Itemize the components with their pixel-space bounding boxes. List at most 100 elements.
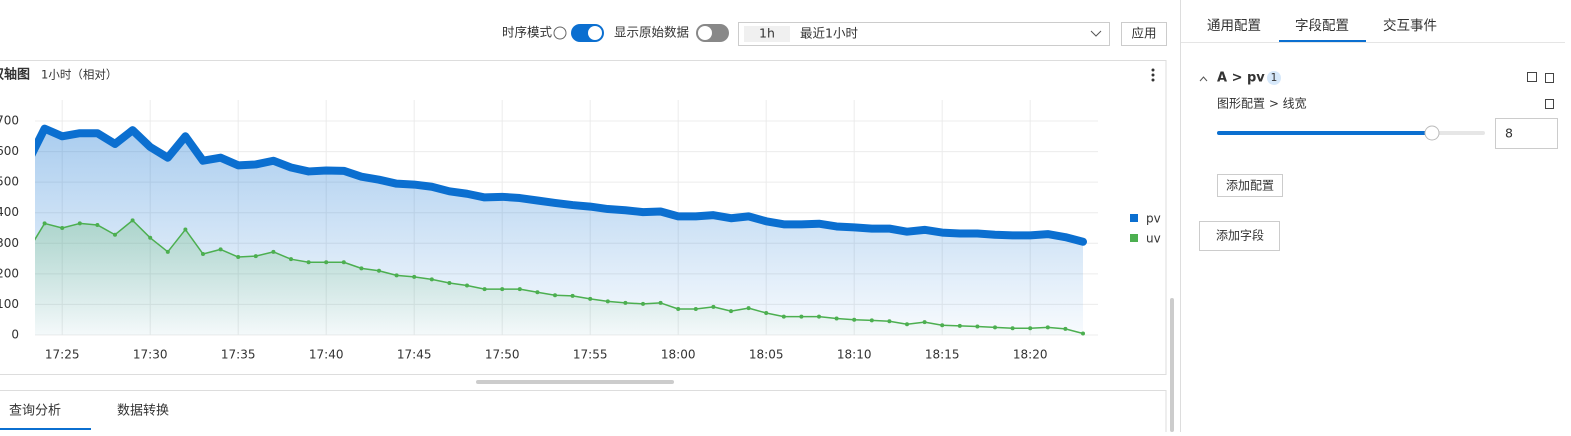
x-tick-label: 17:25: [45, 348, 80, 362]
point: [218, 247, 223, 252]
point: [641, 301, 645, 306]
x-tick-label: 17:40: [309, 348, 344, 362]
point: [799, 314, 804, 319]
x-tick-label: 17:50: [485, 348, 520, 362]
slider-fill: [1217, 131, 1432, 135]
x-tick-label: 18:10: [837, 348, 872, 362]
point: [975, 324, 980, 329]
plot: [35, 124, 1087, 336]
point: [993, 325, 997, 330]
number-input[interactable]: [1495, 118, 1558, 149]
point: [729, 309, 733, 314]
chart: 0 100 200 300 400 500 600 700 17:25 17:30 17:35 17:…: [0, 100, 1161, 362]
button[interactable]: [1217, 174, 1283, 197]
x-tick-label: 18:00: [661, 348, 696, 362]
delete-icon[interactable]: [1545, 73, 1554, 83]
legend-label: uv: [1146, 232, 1161, 246]
menu-icon[interactable]: [1151, 68, 1155, 82]
tab[interactable]: 数据转换: [117, 404, 169, 419]
chip-text: 1h: [759, 26, 775, 41]
time-select[interactable]: [738, 22, 1110, 46]
y-tick-label: 600: [0, 144, 19, 158]
x-tick-label: 18:05: [749, 348, 784, 362]
point: [570, 293, 575, 298]
y-tick-label: 100: [0, 297, 19, 311]
tab-active[interactable]: 查询分析: [9, 404, 61, 419]
y-tick-label: 300: [0, 236, 19, 250]
point: [165, 249, 170, 254]
point: [676, 307, 681, 312]
point: [377, 268, 381, 273]
y-tick-label: 200: [0, 266, 19, 280]
point: [359, 266, 364, 271]
point: [852, 317, 857, 322]
point: [905, 322, 909, 327]
point: [306, 260, 311, 265]
edit-icon[interactable]: [1527, 72, 1537, 82]
scrollbar[interactable]: [1170, 298, 1174, 432]
point: [658, 300, 663, 305]
point: [324, 260, 329, 265]
chevron: [1090, 30, 1102, 37]
point: [623, 300, 628, 305]
tab[interactable]: 通用配置: [1207, 18, 1261, 34]
badge-text: 1: [1271, 72, 1278, 84]
slider-knob[interactable]: [1424, 125, 1440, 141]
chart-title: 双轴图: [0, 67, 30, 83]
point: [535, 290, 540, 295]
point: [95, 222, 100, 227]
badge: [1267, 71, 1281, 85]
button-text: 添加配置: [1226, 179, 1274, 193]
x-tick-label: 18:20: [1013, 348, 1048, 362]
y-tick-label: 500: [0, 175, 19, 189]
tab-underline: [0, 428, 91, 430]
y-tick-label: 400: [0, 205, 19, 219]
point: [940, 323, 945, 328]
legend-swatch: [1130, 214, 1138, 222]
point: [1010, 326, 1015, 331]
point: [553, 293, 557, 298]
point: [746, 306, 751, 311]
point: [341, 260, 346, 265]
collapse-icon[interactable]: [1199, 76, 1208, 82]
point: [869, 318, 874, 323]
tab[interactable]: 交互事件: [1383, 17, 1437, 34]
point: [447, 281, 452, 286]
field-name: A > pv: [1217, 71, 1265, 86]
point: [236, 255, 241, 260]
tab-underline: [1279, 40, 1366, 42]
button[interactable]: [1199, 221, 1280, 251]
point: [1028, 326, 1033, 331]
toggle-knob: [588, 26, 602, 40]
point: [605, 299, 610, 304]
help-icon: [553, 26, 567, 40]
x-tick-label: 17:30: [133, 348, 168, 362]
select-text: 最近1小时: [800, 26, 858, 41]
button-text: 应用: [1131, 26, 1156, 41]
input-text: 8: [1505, 126, 1513, 141]
bottom-panel: [0, 390, 1167, 436]
apply-button[interactable]: [1121, 22, 1167, 46]
point: [500, 287, 505, 292]
point: [781, 314, 786, 319]
y-tick-label: 700: [0, 114, 19, 128]
delete-icon[interactable]: [1545, 99, 1554, 109]
point: [113, 232, 117, 237]
point: [693, 307, 698, 312]
y-tick-label: 0: [11, 328, 19, 342]
point: [482, 287, 487, 292]
setting-name: 图形配置 > 线宽: [1217, 96, 1307, 111]
point: [1063, 326, 1068, 331]
x-tick-label: 17:35: [221, 348, 256, 362]
point: [77, 221, 82, 226]
time-chip: [744, 26, 790, 42]
point: [148, 235, 153, 240]
label: 显示原始数据: [614, 25, 689, 40]
tab-active[interactable]: 字段配置: [1295, 18, 1349, 34]
chart-subtitle: 1小时（相对）: [41, 68, 117, 82]
point: [60, 226, 65, 230]
legend-swatch: [1130, 234, 1138, 242]
scrollbar[interactable]: [476, 380, 674, 384]
